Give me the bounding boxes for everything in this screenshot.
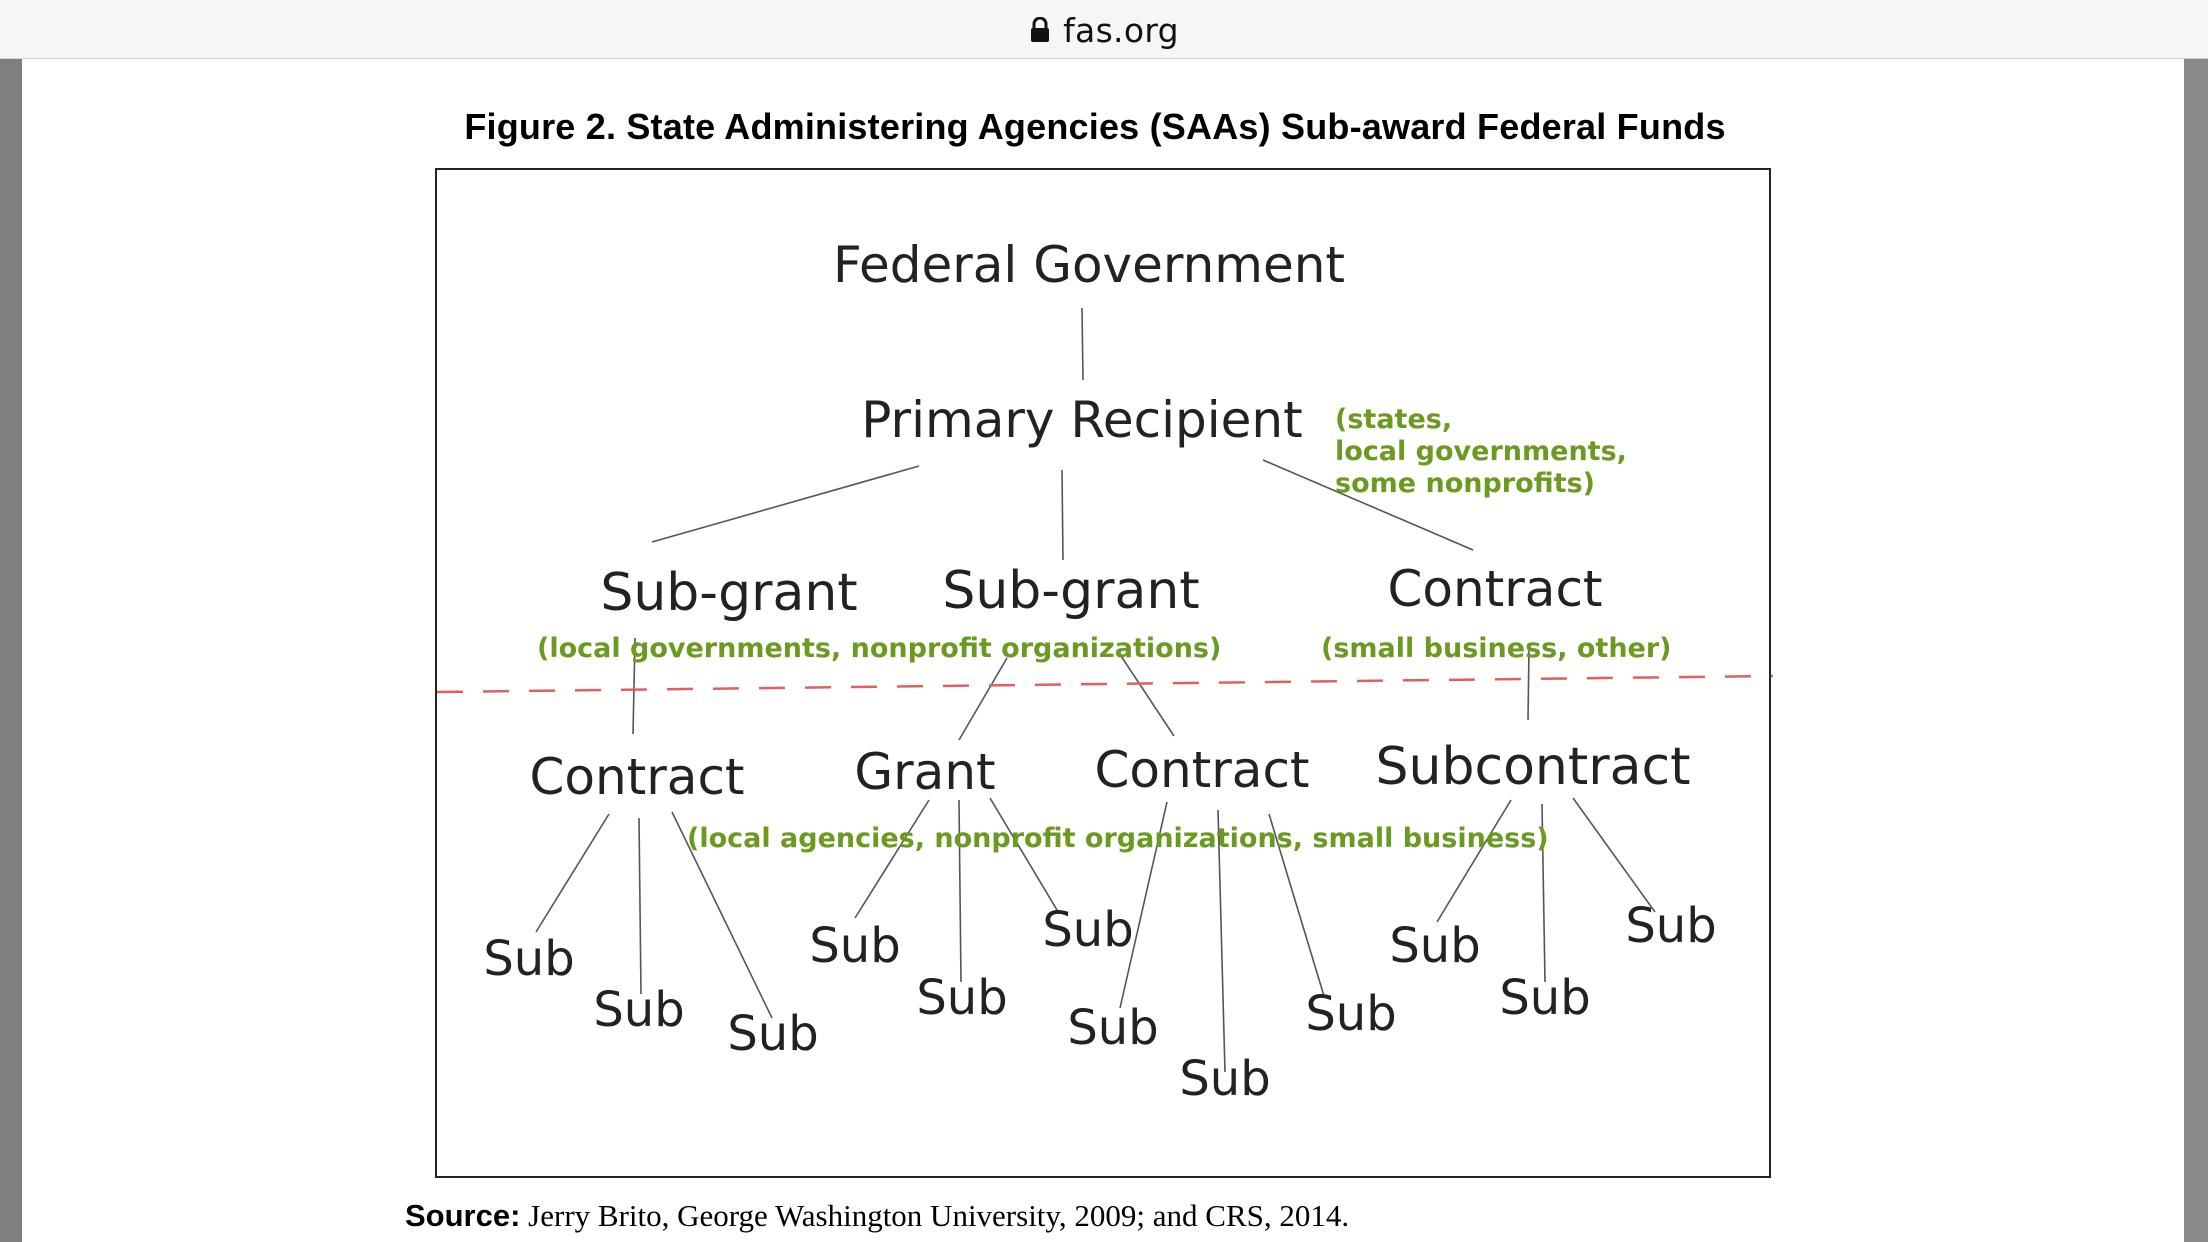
source-citation: Source: Jerry Brito, George Washington U… xyxy=(405,1198,1349,1234)
lock-icon xyxy=(1031,17,1050,42)
note-subgrant: (local governments, nonprofit organizati… xyxy=(537,633,1221,664)
edge-subcontract-sub1 xyxy=(1436,799,1512,923)
node-subgrant-1: Sub-grant xyxy=(600,563,857,623)
source-label: Source: xyxy=(405,1198,521,1233)
node-sub: Sub xyxy=(1389,918,1480,974)
node-sub: Sub xyxy=(1625,898,1716,954)
edge-federal-primary xyxy=(1081,307,1084,381)
note-primary-line2: local governments, xyxy=(1335,436,1627,467)
edge-subgrant2-contract xyxy=(1116,649,1175,737)
node-sub: Sub xyxy=(727,1006,818,1062)
edge-grant-sub1 xyxy=(854,799,930,919)
edge-contractmid-sub2 xyxy=(1217,809,1226,1073)
note-lower: (local agencies, nonprofit organizations… xyxy=(687,823,1549,854)
flow-diagram: Federal Government Primary Recipient Sub… xyxy=(435,168,1773,1178)
edge-subcontract-sub3 xyxy=(1572,797,1656,913)
annotation-notes: (states, local governments, some nonprof… xyxy=(537,404,1672,854)
edge-contractmid-sub1 xyxy=(1119,801,1168,1009)
node-sub: Sub xyxy=(809,918,900,974)
node-sub: Sub xyxy=(1499,970,1590,1026)
edge-subgrant1-contract xyxy=(632,637,636,735)
node-sub: Sub xyxy=(1179,1051,1270,1107)
node-subcontract: Subcontract xyxy=(1376,737,1691,797)
node-contract-left: Contract xyxy=(529,748,744,806)
node-sub: Sub xyxy=(483,931,574,987)
node-primary-recipient: Primary Recipient xyxy=(861,391,1302,449)
scrollbar-track[interactable] xyxy=(2184,59,2208,1242)
edge-contractleft-sub2 xyxy=(638,817,642,995)
node-labels: Federal Government Primary Recipient Sub… xyxy=(483,236,1716,1107)
node-contract-mid: Contract xyxy=(1094,741,1309,799)
figure-title: Figure 2. State Administering Agencies (… xyxy=(464,106,1726,147)
source-text: Jerry Brito, George Washington Universit… xyxy=(520,1198,1350,1233)
edge-primary-subgrant2 xyxy=(1061,469,1064,561)
node-grant: Grant xyxy=(854,743,995,801)
node-sub: Sub xyxy=(1042,902,1133,958)
note-contract: (small business, other) xyxy=(1321,633,1672,664)
edge-grant-sub2 xyxy=(958,799,962,983)
edge-contractleft-sub3 xyxy=(671,811,773,1019)
edge-grant-sub3 xyxy=(989,797,1058,911)
edge-contract-subcontract xyxy=(1527,647,1530,721)
browser-url-bar[interactable]: fas.org xyxy=(0,0,2208,59)
connector-lines xyxy=(535,307,1656,1073)
node-sub: Sub xyxy=(593,982,684,1038)
node-sub: Sub xyxy=(1305,986,1396,1042)
node-sub: Sub xyxy=(916,970,1007,1026)
node-sub: Sub xyxy=(1067,1000,1158,1056)
note-primary-line3: some nonprofits) xyxy=(1335,468,1595,499)
diagram-canvas: Federal Government Primary Recipient Sub… xyxy=(437,236,1773,1107)
edge-subcontract-sub2 xyxy=(1541,803,1546,983)
edge-subgrant2-grant xyxy=(958,657,1008,741)
divider-line xyxy=(437,674,1773,694)
edge-contractmid-sub3 xyxy=(1268,813,1325,997)
url-text: fas.org xyxy=(1063,10,1179,50)
node-contract-top: Contract xyxy=(1387,560,1602,618)
edge-contractleft-sub1 xyxy=(535,813,610,933)
node-federal-government: Federal Government xyxy=(833,236,1345,294)
node-subgrant-2: Sub-grant xyxy=(942,561,1199,621)
edge-primary-subgrant1 xyxy=(651,465,920,543)
edge-primary-contract xyxy=(1262,459,1474,551)
url-display[interactable]: fas.org xyxy=(1029,11,1179,50)
note-primary-line1: (states, xyxy=(1335,404,1452,435)
